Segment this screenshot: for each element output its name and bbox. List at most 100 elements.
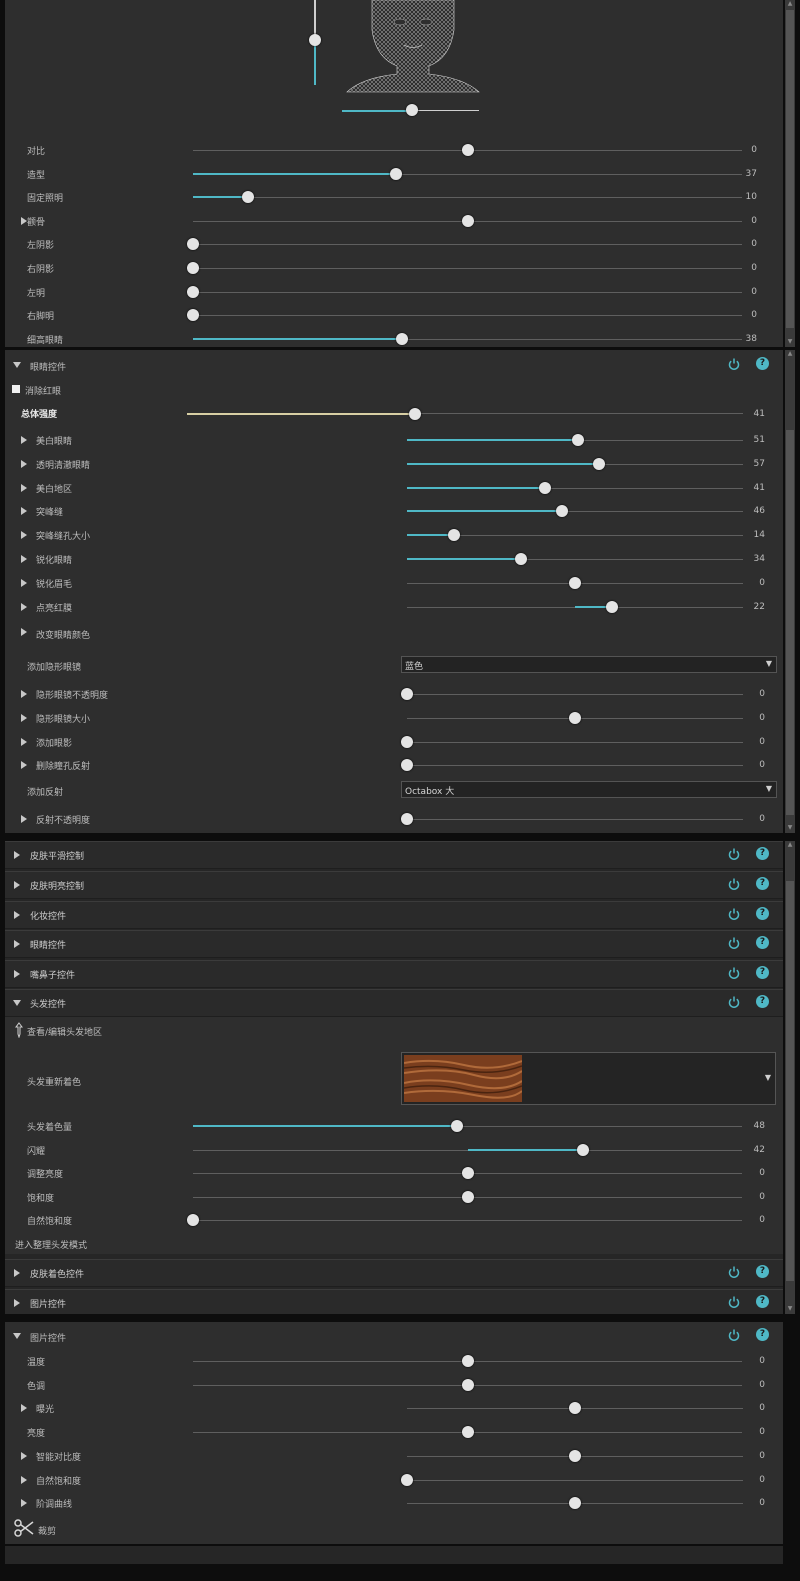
slider-track[interactable] [193,244,742,246]
slider-knob[interactable] [569,1497,581,1510]
slider-track[interactable] [193,197,742,199]
slider-track[interactable] [193,173,742,175]
slider-knob[interactable] [592,457,605,470]
expand-icon[interactable] [21,737,27,746]
crop-label[interactable]: 裁剪 [38,1527,57,1537]
slider-knob[interactable] [538,481,551,494]
section-header[interactable]: 化妆控件? [5,900,783,929]
power-icon[interactable] [728,1329,740,1341]
collapse-icon[interactable] [13,362,21,368]
slider-track[interactable] [407,535,743,537]
expand-icon[interactable] [21,1475,27,1484]
expand-icon[interactable] [21,459,27,468]
slider-knob[interactable] [569,711,581,724]
slider-knob[interactable] [187,238,199,251]
slider-knob[interactable] [572,434,585,446]
scrollbar-thumb[interactable] [786,10,794,328]
slider-knob[interactable] [461,1355,474,1367]
slider-track[interactable] [193,268,742,269]
reflection-dropdown[interactable]: Octabox 大 ▼ [401,781,777,798]
slider-knob[interactable] [450,1120,463,1132]
scissors-icon[interactable] [14,1519,34,1537]
slider-track[interactable] [193,1220,742,1221]
expand-icon[interactable] [14,940,20,949]
eye-panel-scrollbar[interactable]: ▲ ▼ [785,350,795,833]
slider-track[interactable] [407,487,743,489]
contact-lens-dropdown[interactable]: 蓝色 ▼ [401,656,777,673]
slider-track[interactable] [407,559,743,560]
section-header[interactable]: 皮肤明亮控制? [5,870,783,899]
power-icon[interactable] [728,1266,740,1278]
slider-knob[interactable] [461,1378,474,1391]
expand-icon[interactable] [21,713,27,722]
scroll-up-icon[interactable]: ▲ [787,350,793,357]
expand-icon[interactable] [21,761,27,770]
hair-swatch-dropdown[interactable]: ▼ [401,1052,776,1105]
expand-icon[interactable] [14,1269,20,1277]
slider-knob[interactable] [461,1426,474,1439]
scroll-down-icon[interactable]: ▼ [787,1305,793,1312]
expand-icon[interactable] [21,531,27,540]
slider-knob[interactable] [461,1190,474,1203]
slider-knob[interactable] [569,1402,581,1415]
slider-knob[interactable] [395,332,408,345]
slider-knob[interactable] [187,1214,199,1226]
power-icon[interactable] [728,967,740,980]
expand-icon[interactable] [21,602,27,611]
section-header[interactable]: 眼睛控件? [5,930,783,959]
slider-track[interactable] [407,819,743,820]
help-icon[interactable]: ? [756,876,769,890]
help-icon[interactable]: ? [756,936,769,950]
expand-icon[interactable] [14,1299,20,1307]
help-icon[interactable]: ? [756,1295,769,1308]
expand-icon[interactable] [14,880,20,889]
power-icon[interactable] [728,1296,740,1308]
slider-knob[interactable] [401,759,413,772]
help-icon[interactable]: ? [756,906,769,920]
view-edit-hair-label[interactable]: 查看/编辑头发地区 [27,1028,103,1038]
section-header[interactable]: 嘴鼻子控件? [5,960,783,989]
eyedropper-icon[interactable] [14,1022,24,1038]
slider-knob[interactable] [576,1143,589,1156]
scroll-down-icon[interactable]: ▼ [787,824,793,831]
power-icon[interactable] [728,937,740,950]
remove-red-eye-checkbox[interactable] [12,385,20,393]
power-icon[interactable] [728,878,740,890]
controls-panel-scrollbar[interactable]: ▲ ▼ [785,841,795,1314]
expand-icon[interactable] [21,507,27,516]
slider-track[interactable] [407,511,743,513]
slider-knob[interactable] [187,285,199,298]
collapse-icon[interactable] [13,1333,21,1339]
slider-knob[interactable] [401,735,413,748]
power-icon[interactable] [728,908,740,920]
master-strength-track[interactable] [187,413,743,414]
slider-track[interactable] [407,1479,743,1481]
slider-knob[interactable] [569,576,581,589]
section-header[interactable]: 皮肤着色控件? [5,1259,783,1287]
expand-icon[interactable] [21,555,27,563]
power-icon[interactable] [728,848,740,860]
expand-icon[interactable] [21,578,27,587]
scroll-down-icon[interactable]: ▼ [787,338,793,345]
expand-icon[interactable] [21,1404,27,1413]
slider-knob[interactable] [461,1167,474,1179]
expand-icon[interactable] [21,216,27,225]
expand-icon[interactable] [14,851,20,859]
section-header[interactable]: 图片控件? [5,1289,783,1314]
master-strength-knob[interactable] [408,408,421,420]
slider-knob[interactable] [390,167,403,180]
scroll-up-icon[interactable]: ▲ [787,0,793,7]
slider-knob[interactable] [401,1473,413,1486]
help-icon[interactable]: ? [756,357,769,370]
power-icon[interactable] [728,358,740,370]
help-icon[interactable]: ? [756,995,769,1008]
change-eye-color-label[interactable]: 改变眼睛颜色 [36,631,91,641]
power-icon[interactable] [728,996,740,1008]
help-icon[interactable]: ? [756,1328,769,1341]
slider-knob[interactable] [605,600,618,613]
preview-horizontal-knob[interactable] [406,104,418,116]
help-icon[interactable]: ? [756,1265,769,1278]
section-header[interactable]: 皮肤平滑控制? [5,841,783,869]
slider-knob[interactable] [461,144,474,156]
help-icon[interactable]: ? [756,847,769,860]
